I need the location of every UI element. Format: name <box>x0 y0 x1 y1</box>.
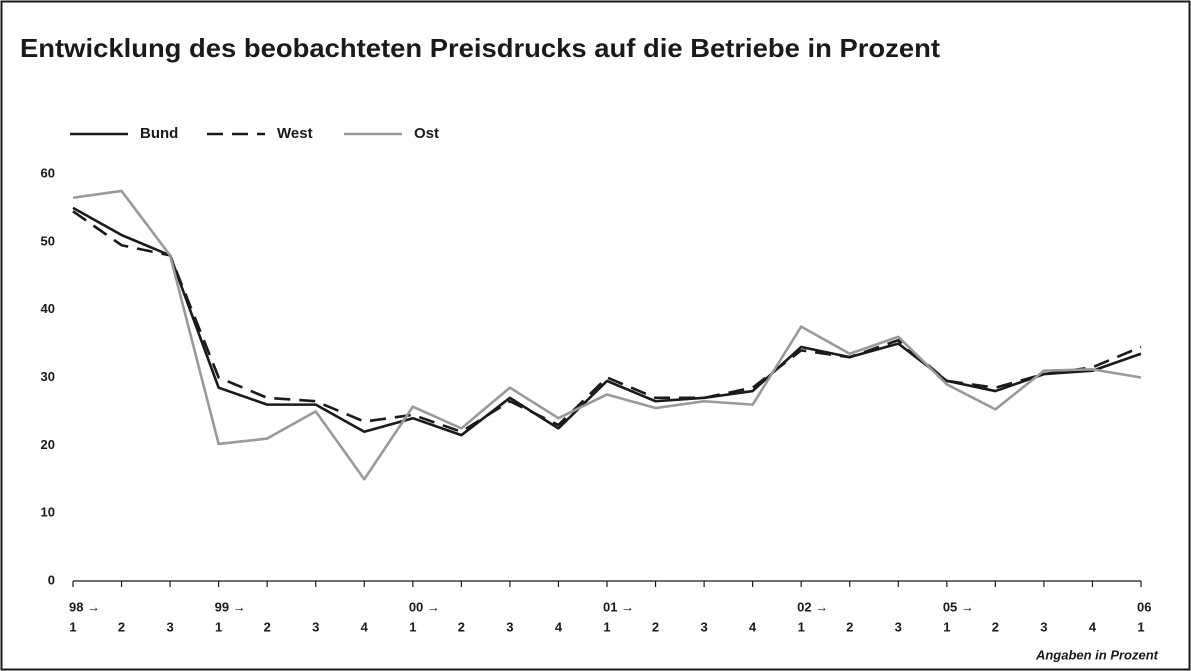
x-tick-label: 3 <box>506 619 513 634</box>
x-tick-label: 4 <box>361 619 369 634</box>
y-tick-label: 30 <box>41 369 55 384</box>
x-tick-label: 3 <box>166 619 173 634</box>
footnote: Angaben in Prozent <box>1035 647 1159 662</box>
year-label: 06 <box>1137 599 1151 614</box>
x-tick-label: 2 <box>118 619 125 634</box>
series-line <box>72 206 1142 437</box>
legend-label: Ost <box>414 125 439 142</box>
x-tick-label: 2 <box>652 619 659 634</box>
year-label: 01 → <box>603 599 634 614</box>
chart-title: Entwicklung des beobachteten Preisdrucks… <box>20 33 940 63</box>
year-label: 00 → <box>409 599 440 614</box>
x-tick-label: 3 <box>312 619 319 634</box>
x-tick-label: 3 <box>700 619 707 634</box>
x-tick-label: 2 <box>458 619 465 634</box>
year-label: 02 → <box>797 599 828 614</box>
series-line <box>72 210 1142 434</box>
x-tick-label: 1 <box>409 619 416 634</box>
x-tick-label: 4 <box>555 619 563 634</box>
series-line <box>72 189 1142 481</box>
y-tick-label: 20 <box>41 437 55 452</box>
x-tick-label: 3 <box>1040 619 1047 634</box>
x-tick-label: 2 <box>846 619 853 634</box>
y-tick-label: 40 <box>41 301 55 316</box>
legend-label: West <box>277 125 313 142</box>
x-tick-label: 1 <box>943 619 950 634</box>
y-tick-label: 60 <box>41 165 55 180</box>
x-tick-label: 1 <box>215 619 222 634</box>
x-tick-label: 4 <box>1089 619 1097 634</box>
x-tick-label: 1 <box>798 619 805 634</box>
year-label: 98 → <box>69 599 100 614</box>
y-tick-label: 10 <box>41 505 55 520</box>
x-tick-label: 4 <box>749 619 757 634</box>
year-label: 05 → <box>943 599 974 614</box>
y-tick-label: 50 <box>41 233 55 248</box>
x-tick-label: 1 <box>603 619 610 634</box>
x-tick-label: 2 <box>992 619 999 634</box>
x-tick-label: 1 <box>1137 619 1144 634</box>
legend-label: Bund <box>140 125 178 142</box>
x-tick-label: 2 <box>264 619 271 634</box>
x-tick-label: 1 <box>69 619 76 634</box>
year-label: 99 → <box>215 599 246 614</box>
y-tick-label: 0 <box>48 572 55 587</box>
x-tick-label: 3 <box>895 619 902 634</box>
